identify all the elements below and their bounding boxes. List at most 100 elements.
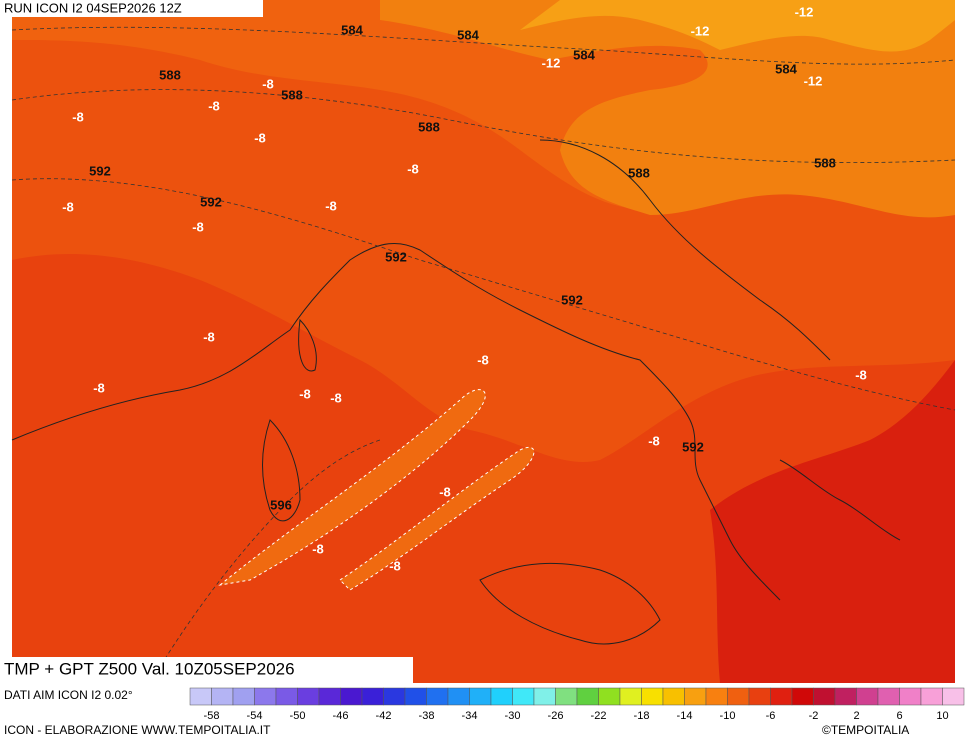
scale-label: -30: [505, 710, 521, 722]
isohypses: [11, 26, 956, 684]
contour-labels: 584 584 584 584 -12 -12 -12 -12 588 588 588 588 588 5…: [62, 4, 867, 573]
temp-label: -8: [439, 484, 451, 499]
scale-label: -10: [720, 710, 736, 722]
scale-box: [383, 687, 406, 706]
scale-label: -54: [247, 710, 263, 722]
scale-box: [275, 687, 298, 706]
shade-zone: [710, 360, 955, 683]
scale-label: 2: [853, 710, 859, 722]
scale-box: [318, 687, 341, 706]
scale-box: [899, 687, 922, 706]
height-label: 588: [281, 87, 303, 102]
map-area: [11, 0, 956, 684]
coastlines: [11, 139, 901, 645]
scale-box: [619, 687, 642, 706]
temp-label: -12: [542, 55, 561, 70]
credit-label: ICON - ELABORAZIONE WWW.TEMPOITALIA.IT: [4, 723, 271, 737]
scale-label: -46: [333, 710, 349, 722]
scale-box: [361, 687, 384, 706]
height-label: 592: [89, 163, 111, 178]
temp-label: -8: [330, 390, 342, 405]
temp-label: -8: [72, 109, 84, 124]
temp-label: -8: [299, 386, 311, 401]
height-label: 592: [385, 249, 407, 264]
scale-label: -58: [204, 710, 220, 722]
copyright-label: ©TEMPOITALIA: [822, 723, 909, 737]
scale-box: [770, 687, 793, 706]
scale-label: 10: [936, 710, 948, 722]
map-title: TMP + GPT Z500 Val. 10Z05SEP2026: [4, 659, 295, 678]
temp-label: -12: [804, 73, 823, 88]
temp-label: -8: [208, 98, 220, 113]
scale-box: [189, 687, 212, 706]
scale-box: [254, 687, 277, 706]
scale-label: -26: [548, 710, 564, 722]
header-box: [0, 0, 263, 17]
scale-box: [748, 687, 771, 706]
title-box: [0, 657, 413, 684]
scale-label: -34: [462, 710, 478, 722]
scale-box: [297, 687, 320, 706]
scale-label: -50: [290, 710, 306, 722]
temp-label: -8: [312, 541, 324, 556]
temp-label: -8: [93, 380, 105, 395]
height-label: 592: [561, 292, 583, 307]
source-label: DATI AIM ICON I2 0.02°: [4, 688, 133, 702]
height-label: 584: [573, 47, 595, 62]
height-label: 584: [775, 61, 797, 76]
scale-box: [705, 687, 728, 706]
scale-box: [641, 687, 664, 706]
temp-label: -8: [254, 130, 266, 145]
scale-box: [490, 687, 513, 706]
scale-label: -2: [809, 710, 819, 722]
temp-label: -8: [203, 329, 215, 344]
scale-box: [576, 687, 599, 706]
scale-label: -38: [419, 710, 435, 722]
height-label: 588: [159, 67, 181, 82]
scale-box: [211, 687, 234, 706]
scale-box: [404, 687, 427, 706]
scale-box: [426, 687, 449, 706]
scale-label: -14: [677, 710, 693, 722]
scale-box: [856, 687, 879, 706]
temp-label: -8: [262, 76, 274, 91]
temp-label: -8: [325, 198, 337, 213]
temp-label: -8: [192, 219, 204, 234]
temp-label: -8: [62, 199, 74, 214]
scale-box: [533, 687, 556, 706]
scale-box: [512, 687, 535, 706]
height-label: 588: [418, 119, 440, 134]
height-label: 592: [682, 439, 704, 454]
scale-box: [727, 687, 750, 706]
color-scale: -58 -54 -50 -46 -42 -38 -34 -30 -26 -22 -18 -14 -10-…: [189, 687, 965, 722]
height-label: 592: [200, 194, 222, 209]
scale-box: [662, 687, 685, 706]
height-label: 596: [270, 497, 292, 512]
shade-zone: [520, 0, 955, 52]
scale-box: [791, 687, 814, 706]
scale-label: -22: [591, 710, 607, 722]
scale-box: [232, 687, 255, 706]
scale-label: -6: [766, 710, 776, 722]
scale-box: [469, 687, 492, 706]
scale-box: [684, 687, 707, 706]
scale-box: [555, 687, 578, 706]
temp-label: -12: [691, 23, 710, 38]
scale-box: [877, 687, 900, 706]
scale-label: -42: [376, 710, 392, 722]
scale-box: [447, 687, 470, 706]
temp-label: -8: [389, 558, 401, 573]
temp-label: -8: [648, 433, 660, 448]
scale-box: [340, 687, 363, 706]
height-label: 584: [341, 22, 363, 37]
run-label: RUN ICON I2 04SEP2026 12Z: [4, 0, 182, 15]
scale-label: -18: [634, 710, 650, 722]
height-label: 584: [457, 27, 479, 42]
scale-box: [834, 687, 857, 706]
shade-zone: [218, 389, 535, 591]
scale-label: 6: [896, 710, 902, 722]
scale-box: [920, 687, 943, 706]
temp-label: -8: [477, 352, 489, 367]
temp-label: -8: [407, 161, 419, 176]
